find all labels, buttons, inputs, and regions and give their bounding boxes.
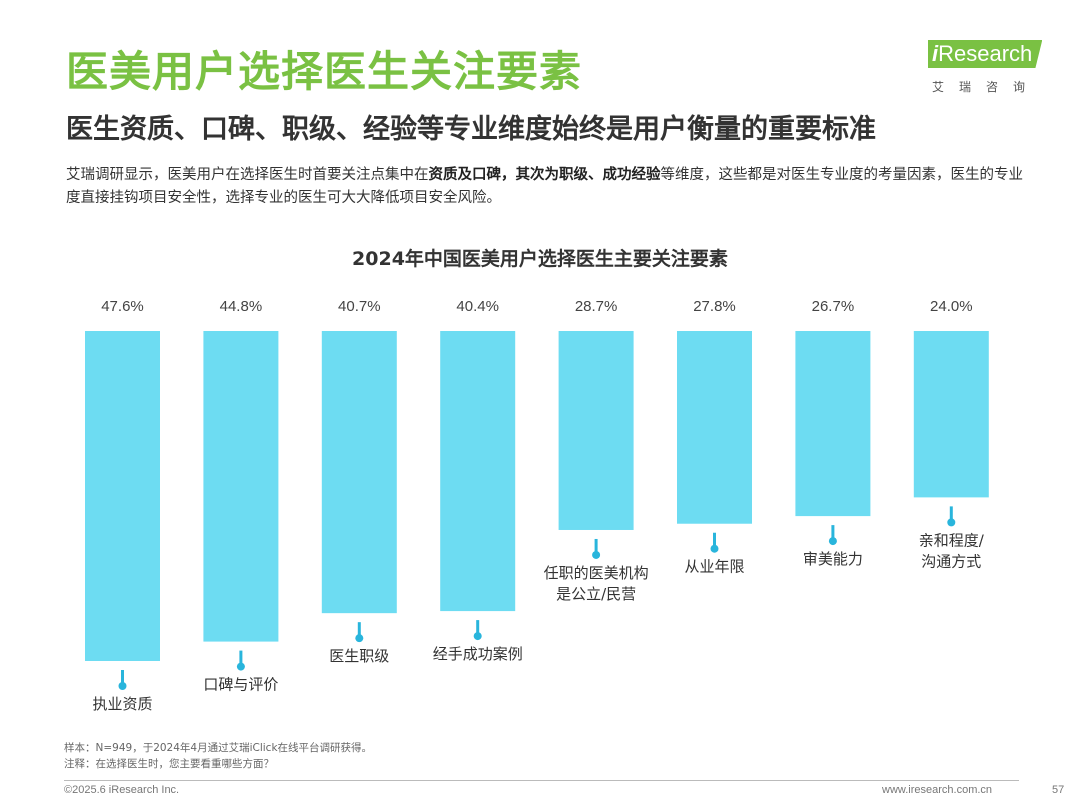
chart-title: 2024年中国医美用户选择医生主要关注要素 xyxy=(352,248,728,270)
category-label: 任职的医美机构 xyxy=(544,564,649,582)
bar-value-label: 26.7% xyxy=(812,298,855,315)
bar-marker-dot xyxy=(236,662,245,671)
description-text-1: 艾瑞调研显示，医美用户在选择医生时首要关注点集中在 xyxy=(66,167,429,183)
bar-marker-dot xyxy=(355,634,364,643)
bar-marker-dot xyxy=(118,682,127,690)
bar-value-label: 44.8% xyxy=(220,298,263,315)
description-paragraph: 艾瑞调研显示，医美用户在选择医生时首要关注点集中在资质及口碑，其次为职级、成功经… xyxy=(66,164,1026,210)
category-label: 执业资质 xyxy=(92,695,152,713)
logo-wordmark: iResearch xyxy=(928,40,1043,68)
page-number: 57 xyxy=(1052,784,1065,796)
category-label: 经手成功案例 xyxy=(433,645,523,663)
bar-value-label: 47.6% xyxy=(101,298,144,315)
bar-marker-dot xyxy=(947,518,956,527)
bar xyxy=(203,331,279,642)
description-highlight: 资质及口碑，其次为职级、成功经验 xyxy=(428,167,661,183)
footer-copyright: ©2025.6 iResearch Inc. xyxy=(64,784,180,796)
bar xyxy=(677,331,752,524)
annotation-note: 注释：在选择医生时，您主要看重哪些方面？ xyxy=(64,758,274,770)
category-label: 审美能力 xyxy=(803,550,863,568)
bar-marker-dot xyxy=(828,537,837,546)
bar-value-label: 40.4% xyxy=(456,298,499,315)
category-label: 医生职级 xyxy=(329,647,389,665)
bar-marker-dot xyxy=(710,544,719,553)
page-title: 医美用户选择医生关注要素 xyxy=(66,47,583,96)
bar xyxy=(795,331,871,517)
bar-value-label: 28.7% xyxy=(575,298,618,315)
bar xyxy=(913,331,989,498)
iresearch-logo: iResearch 艾瑞咨询 xyxy=(928,34,1058,96)
footer-divider xyxy=(64,780,1019,781)
bar-marker-dot xyxy=(592,550,601,559)
bar-chart: 47.6% 执业资质 44.8% 口碑与评价 40.7% 医生职级 40.4% 经手成功案例 2… xyxy=(85,298,989,713)
category-label: 沟通方式 xyxy=(921,552,981,570)
category-label: 是公立/民营 xyxy=(556,585,636,603)
bar xyxy=(85,331,160,661)
category-label: 口碑与评价 xyxy=(203,676,278,694)
category-label: 亲和程度/ xyxy=(919,531,985,549)
category-label: 从业年限 xyxy=(684,558,744,576)
bar-value-label: 24.0% xyxy=(930,298,973,315)
bar xyxy=(321,331,397,614)
bar-value-label: 27.8% xyxy=(693,298,736,315)
bar-marker-dot xyxy=(473,632,482,641)
page-subtitle: 医生资质、口碑、职级、经验等专业维度始终是用户衡量的重要标准 xyxy=(66,114,876,145)
bar xyxy=(440,331,516,612)
logo-chinese-name: 艾瑞咨询 xyxy=(932,80,1041,94)
bar xyxy=(558,331,634,530)
sample-note: 样本：N=949，于2024年4月通过艾瑞iClick在线平台调研获得。 xyxy=(64,742,373,754)
description-text-2: 等维度，这些都是对医生专业度的考量因素，医生的专业度直接挂钩项目安全性，选择专业… xyxy=(66,167,1023,206)
bar-value-label: 40.7% xyxy=(338,298,381,315)
footer-website[interactable]: www.iresearch.com.cn xyxy=(882,784,993,796)
